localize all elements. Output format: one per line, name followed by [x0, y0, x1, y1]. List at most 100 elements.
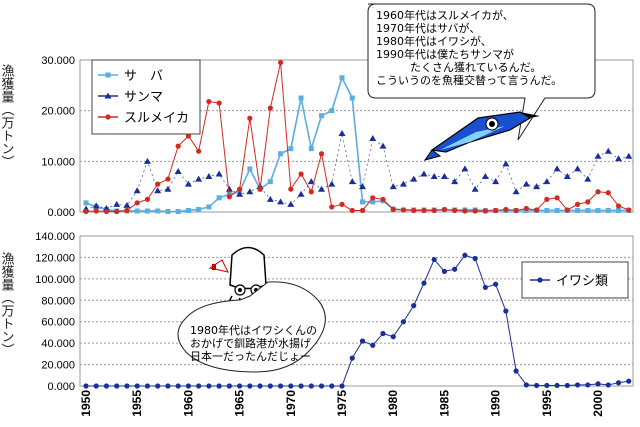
- data-point: [348, 178, 356, 185]
- data-point: [307, 178, 315, 185]
- data-point: [420, 170, 428, 177]
- saury-speech-bubble: 1960年代はスルメイカが、1970年代はサバが、1980年代はイワシが、199…: [367, 3, 596, 141]
- y-tick-label: 40.000: [41, 338, 75, 350]
- data-point: [544, 196, 550, 202]
- data-point: [411, 207, 417, 214]
- data-point: [329, 204, 335, 210]
- legend-label: イワシ類: [556, 274, 608, 289]
- data-point: [196, 206, 202, 212]
- data-point: [544, 382, 550, 389]
- data-point: [225, 185, 233, 192]
- data-point: [103, 208, 110, 215]
- data-point: [493, 281, 499, 287]
- data-point: [134, 383, 140, 389]
- data-point: [205, 173, 213, 180]
- data-point: [288, 186, 294, 192]
- data-point: [626, 378, 632, 384]
- x-tick-label: 1980: [386, 390, 400, 417]
- top-bubble-text: 1960年代はスルメイカが、1970年代はサバが、1980年代はイワシが、199…: [376, 8, 562, 87]
- saury-fish-icon: [423, 111, 540, 161]
- annotation-line: たくさん獲れているんだ。: [410, 61, 541, 74]
- top-panel: 0.000 10.000 20.000 30.000 漁獲量（万トン） サ バサンマス…: [0, 3, 634, 219]
- annotation-line: 1960年代はスルメイカが、: [376, 8, 514, 22]
- data-point: [369, 135, 377, 142]
- x-tick-label: 1985: [437, 390, 451, 417]
- data-point: [206, 383, 212, 389]
- x-tick-label: 1965: [233, 390, 247, 417]
- data-point: [185, 133, 192, 139]
- data-point: [472, 255, 478, 262]
- data-point: [512, 188, 520, 195]
- data-point: [288, 383, 294, 389]
- data-point: [83, 200, 89, 206]
- legend-marker: [104, 92, 112, 99]
- data-point: [421, 280, 427, 286]
- data-point: [390, 334, 396, 340]
- data-point: [114, 383, 120, 389]
- annotation-line: おかげで釧路港が水揚げ: [190, 336, 311, 350]
- legend-marker: [105, 114, 111, 120]
- data-point: [318, 383, 325, 389]
- data-point: [144, 208, 150, 214]
- data-point: [349, 207, 355, 214]
- data-point: [564, 382, 570, 389]
- data-point: [206, 98, 212, 105]
- data-point: [247, 115, 253, 121]
- data-point: [329, 383, 335, 389]
- data-point: [441, 268, 448, 274]
- y-tick-label: 120.000: [35, 252, 75, 264]
- y-tick-label: 0.000: [47, 381, 75, 393]
- data-point: [553, 165, 561, 172]
- data-point: [370, 199, 376, 205]
- data-point: [297, 190, 305, 197]
- data-point: [359, 183, 366, 190]
- data-point: [267, 179, 273, 185]
- data-point: [237, 186, 243, 192]
- top-y-ticks: 0.000 10.000 20.000 30.000: [41, 55, 75, 219]
- data-point: [124, 207, 130, 214]
- data-point: [482, 284, 488, 291]
- data-point: [155, 383, 161, 389]
- data-point: [493, 207, 499, 214]
- data-point: [266, 195, 274, 202]
- data-point: [462, 252, 468, 258]
- data-point: [267, 105, 273, 111]
- x-tick-label: 1975: [335, 390, 349, 417]
- data-point: [196, 383, 202, 389]
- y-tick-label: 20.000: [41, 106, 75, 118]
- legend-marker: [537, 277, 543, 283]
- bottom-y-axis-label: 漁獲量（万トン）: [0, 252, 14, 356]
- legend-marker: [105, 72, 111, 78]
- annotation-line: こういうのを魚種交替って言うんだ。: [376, 73, 562, 87]
- data-point: [237, 383, 243, 389]
- data-point: [318, 151, 325, 157]
- data-point: [492, 178, 500, 185]
- data-point: [616, 207, 622, 213]
- data-point: [359, 207, 366, 214]
- data-point: [585, 199, 591, 205]
- bottom-plot-frame: [79, 235, 634, 387]
- x-tick-label: 1970: [284, 390, 298, 417]
- data-point: [533, 382, 540, 389]
- data-point: [349, 95, 355, 101]
- data-point: [319, 113, 325, 119]
- data-point: [452, 207, 458, 214]
- data-point: [257, 383, 263, 389]
- data-point: [452, 266, 458, 272]
- annotation-line: 1990年代は僕たちサンマが: [376, 47, 514, 61]
- data-point: [338, 129, 346, 136]
- data-point: [318, 185, 326, 192]
- data-point: [308, 146, 314, 152]
- data-point: [339, 201, 345, 207]
- data-point: [216, 195, 222, 201]
- data-point: [206, 204, 212, 210]
- data-point: [595, 207, 601, 213]
- data-point: [471, 185, 479, 192]
- y-tick-label: 20.000: [41, 360, 75, 372]
- legend-label: スルメイカ: [124, 111, 189, 126]
- y-tick-label: 10.000: [41, 156, 75, 168]
- data-point: [288, 146, 294, 152]
- data-point: [533, 183, 541, 190]
- data-point: [308, 189, 314, 195]
